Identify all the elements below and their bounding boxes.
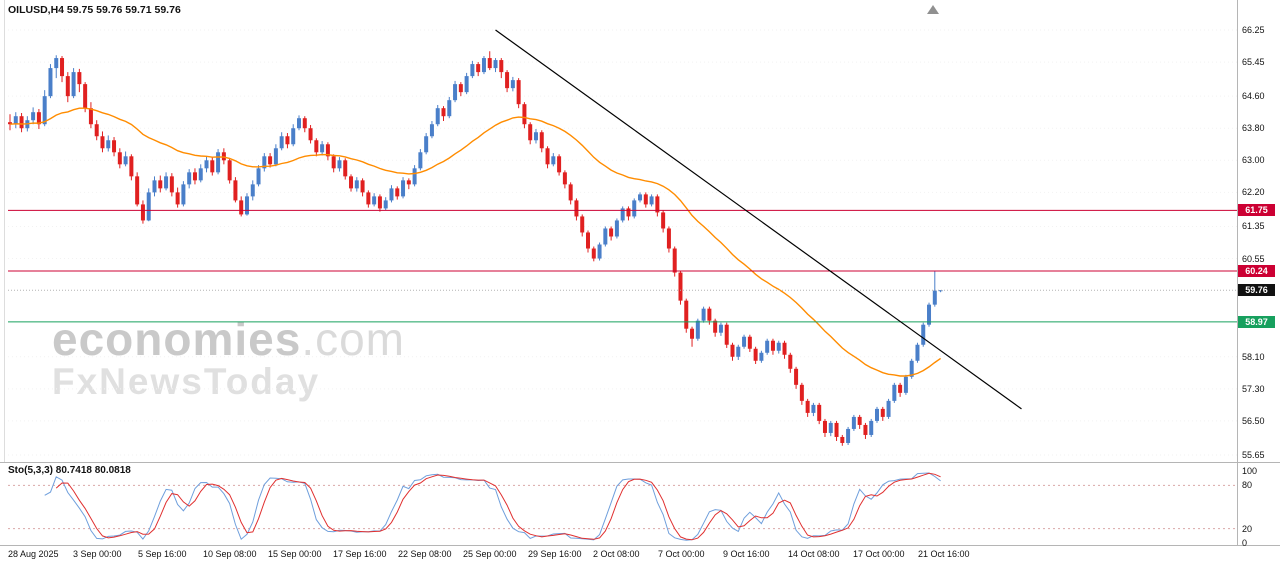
stochastic-d-line <box>55 472 941 541</box>
stochastic-k-line <box>44 472 941 541</box>
candles-layer <box>8 51 943 446</box>
chart-shift-icon <box>927 5 939 14</box>
watermark-subbrand: FxNewsToday <box>52 360 321 402</box>
watermark-brand-suffix: .com <box>301 313 405 365</box>
overlay-lines-layer <box>8 5 1237 410</box>
axis-frame <box>0 0 1280 546</box>
watermark-brand-main: economies <box>52 313 302 365</box>
grid-layer <box>8 29 1237 456</box>
stochastic-panel <box>8 472 1237 541</box>
watermark: economies.com FxNewsToday <box>52 316 405 401</box>
ma-line <box>9 107 942 377</box>
watermark-brand: economies.com <box>52 316 405 363</box>
trendline <box>495 29 1022 410</box>
